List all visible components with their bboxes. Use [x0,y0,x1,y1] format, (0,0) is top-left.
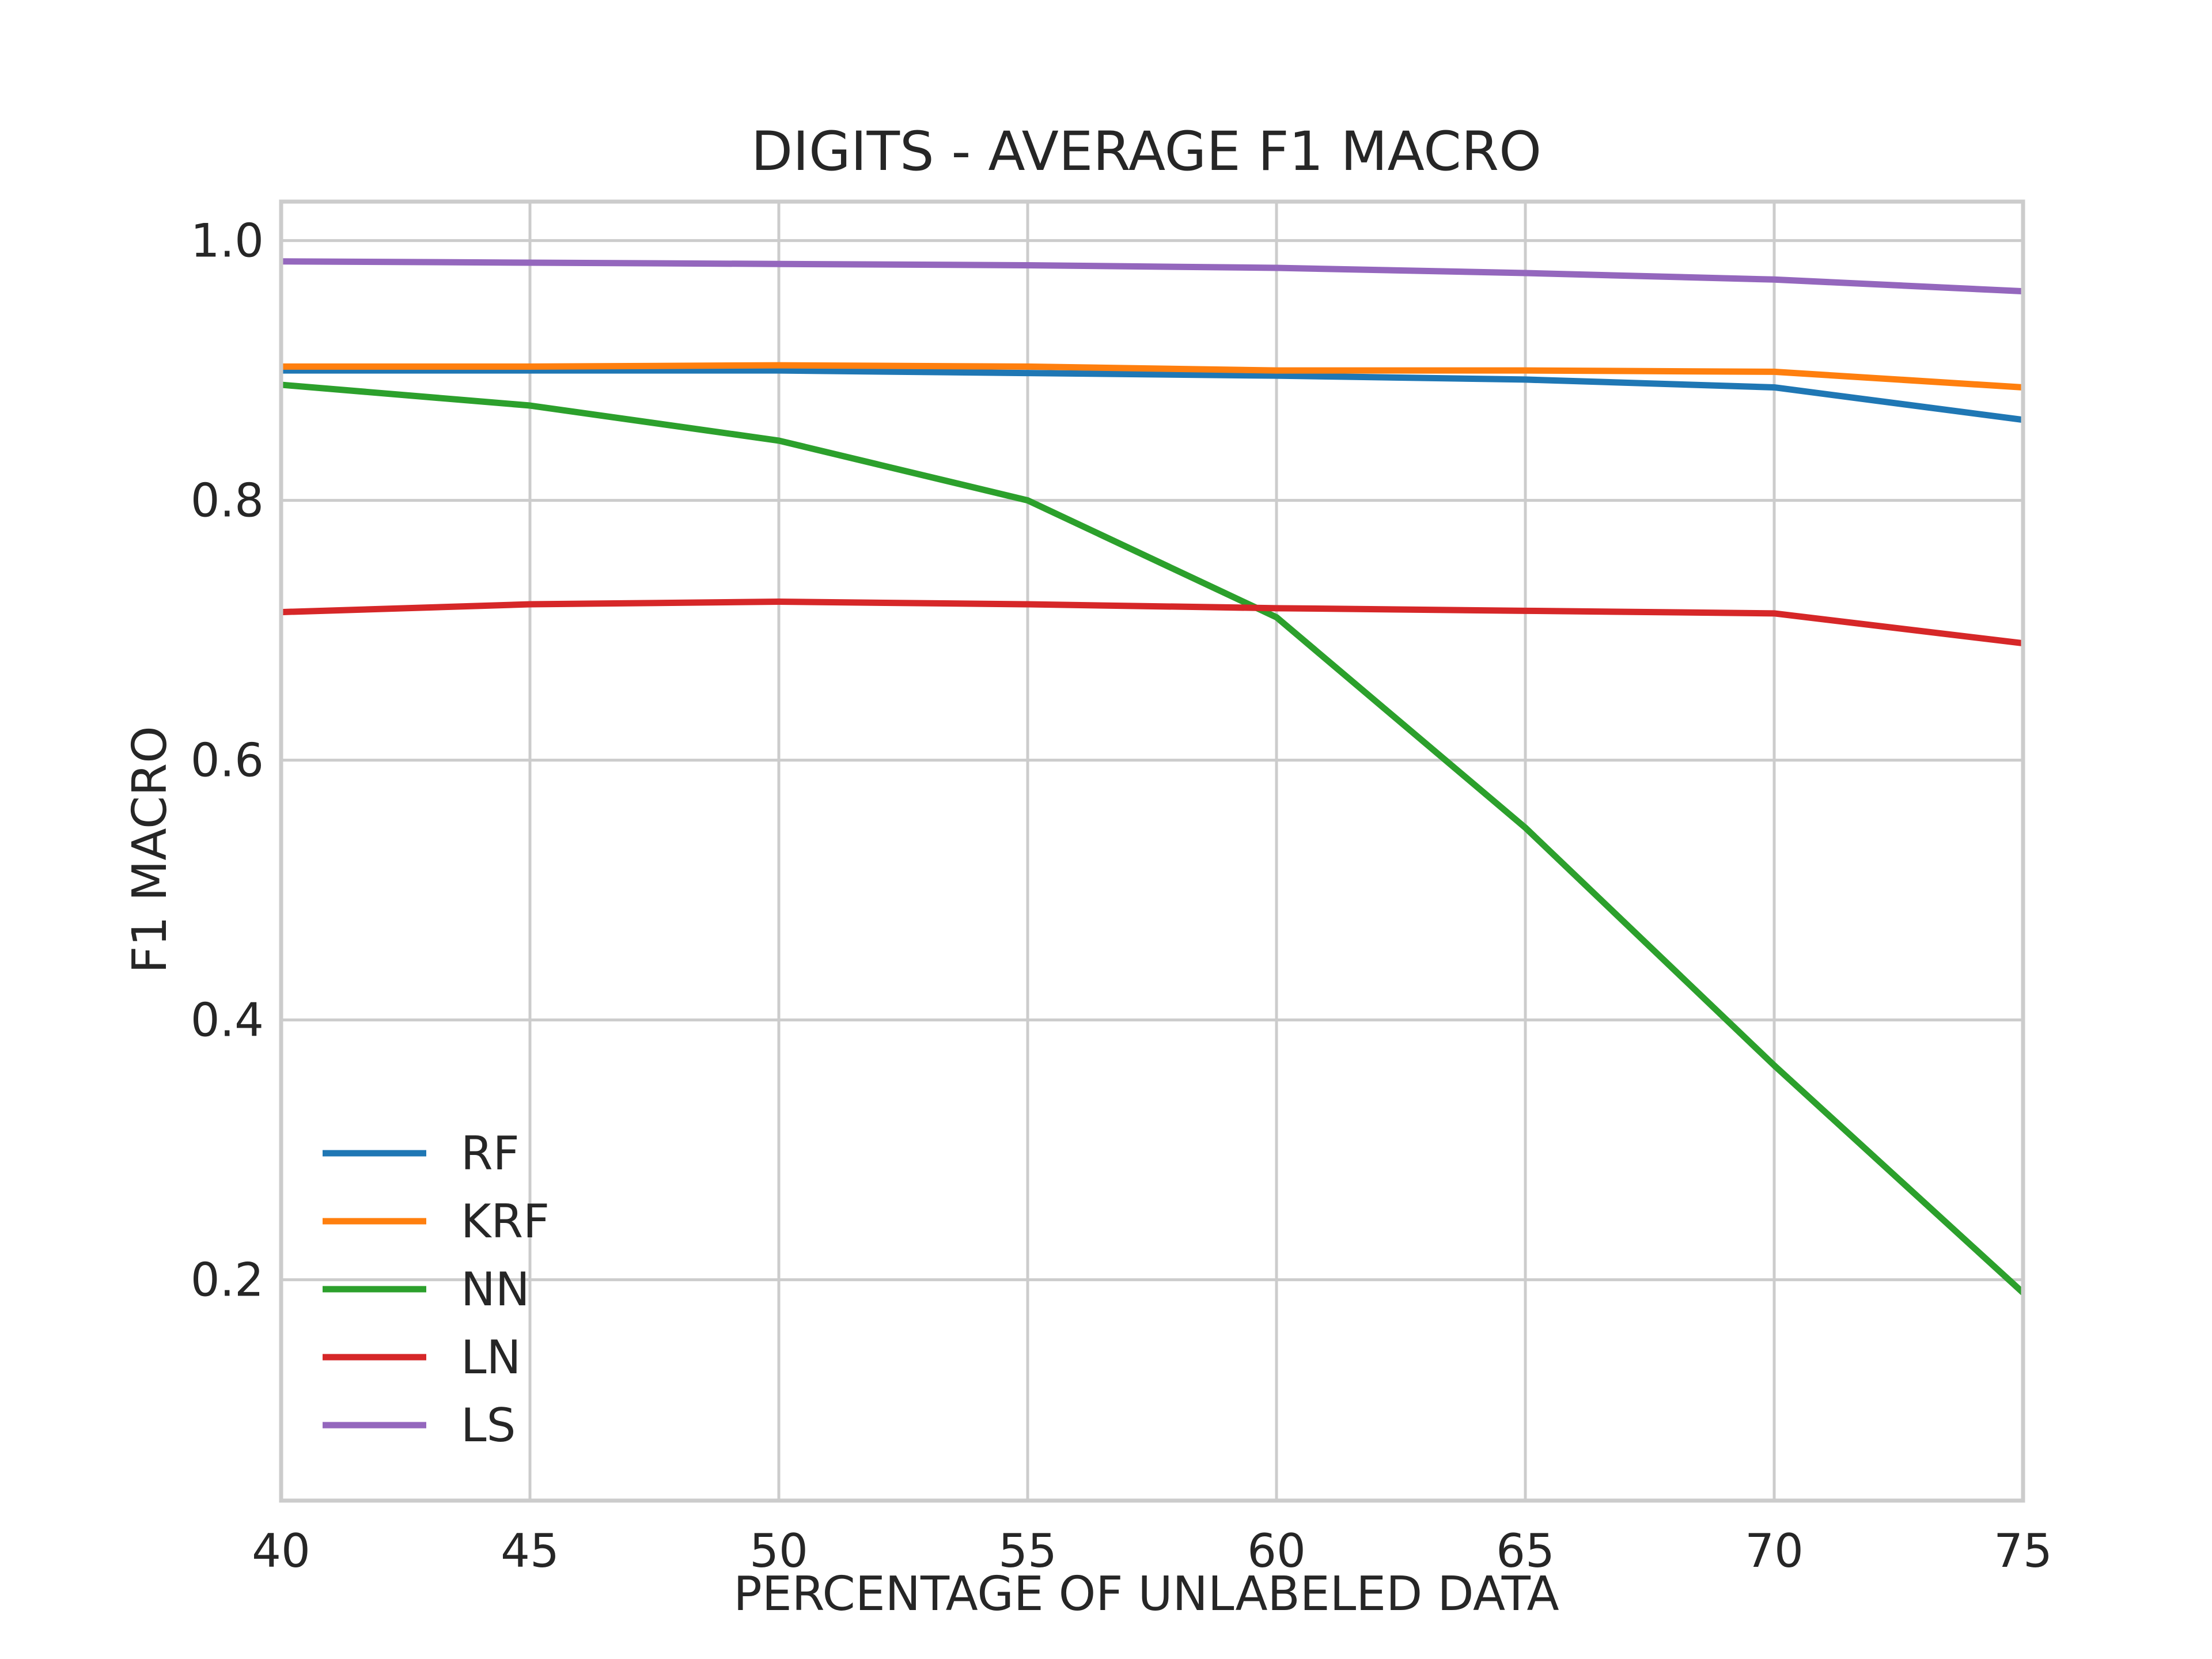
series-line-krf [281,362,2024,391]
x-tick-label: 40 [252,1524,310,1578]
y-tick-label: 1.0 [191,214,264,268]
y-tick-label: 0.8 [191,474,264,528]
series-line-ls [281,258,2024,295]
y-tick-labels: 0.2 0.4 0.6 0.8 1.0 [191,214,264,1307]
legend-item-rf: RF [323,1127,520,1180]
y-tick-label: 0.6 [191,734,264,787]
x-tick-labels: 40 45 50 55 60 65 70 75 [252,1524,2052,1578]
x-tick-label: 65 [1496,1524,1555,1578]
x-tick-label: 50 [749,1524,808,1578]
legend-label: LN [461,1331,521,1384]
series-line-ln [281,599,2024,647]
y-tick-label: 0.2 [191,1253,264,1307]
x-tick-label: 75 [1994,1524,2052,1578]
grid [279,202,2025,1501]
legend: RF KRF NN LN LS [323,1127,550,1452]
x-tick-label: 70 [1745,1524,1804,1578]
legend-item-krf: KRF [323,1195,550,1248]
series-line-nn [281,381,2025,1296]
legend-label: RF [461,1127,520,1180]
x-axis-label: PERCENTAGE OF UNLABELED DATA [733,1567,1559,1622]
x-tick-label: 45 [501,1524,559,1578]
legend-item-ln: LN [323,1331,521,1384]
legend-item-nn: NN [323,1263,530,1316]
series-line-rf [281,367,2024,423]
x-tick-label: 60 [1247,1524,1306,1578]
legend-label: LS [461,1399,516,1452]
x-tick-label: 55 [998,1524,1057,1578]
y-tick-label: 0.4 [191,994,264,1047]
series-layer [281,258,2025,1296]
plot-frame [279,199,2025,1503]
legend-label: NN [461,1263,530,1316]
legend-label: KRF [461,1195,550,1248]
chart-title: DIGITS - AVERAGE F1 MACRO [751,120,1541,183]
legend-item-ls: LS [323,1399,516,1452]
y-axis-label: F1 MACRO [123,726,177,974]
